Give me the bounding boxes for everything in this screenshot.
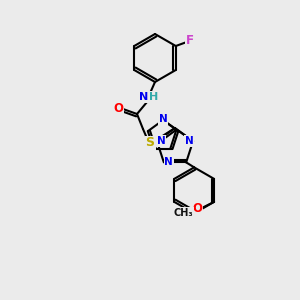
- Text: N: N: [159, 114, 167, 124]
- Text: H: H: [149, 92, 159, 102]
- Text: N: N: [164, 158, 173, 167]
- Text: N: N: [157, 136, 165, 146]
- Text: N: N: [185, 136, 194, 146]
- Text: S: S: [146, 136, 154, 149]
- Text: F: F: [186, 34, 194, 47]
- Text: N: N: [140, 92, 148, 102]
- Text: O: O: [192, 202, 202, 215]
- Text: CH₃: CH₃: [173, 208, 193, 218]
- Text: O: O: [113, 101, 123, 115]
